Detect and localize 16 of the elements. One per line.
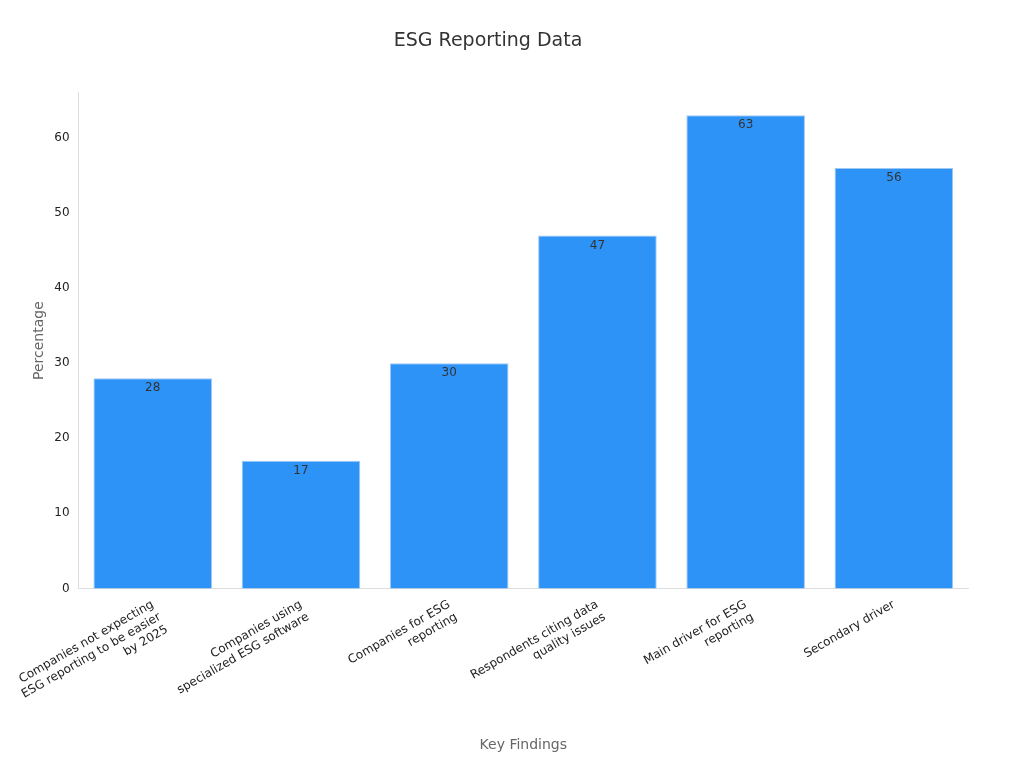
chart-title: ESG Reporting Data xyxy=(393,28,583,51)
data-label: 17 xyxy=(293,462,309,477)
y-tick-label: 0 xyxy=(61,580,70,595)
y-tick-label: 50 xyxy=(54,205,70,220)
data-label: 28 xyxy=(145,380,161,395)
x-axis-title: Key Findings xyxy=(479,736,568,753)
y-tick-label: 30 xyxy=(54,355,70,370)
data-label: 56 xyxy=(886,170,902,185)
y-tick-label: 20 xyxy=(54,430,70,445)
y-tick-label: 10 xyxy=(54,505,70,520)
data-label: 30 xyxy=(441,365,457,380)
data-label: 63 xyxy=(738,117,754,132)
y-tick-label: 60 xyxy=(54,129,70,144)
data-label: 47 xyxy=(589,237,606,252)
y-tick-label: 40 xyxy=(54,280,70,295)
y-axis-title: Percentage xyxy=(29,301,46,381)
